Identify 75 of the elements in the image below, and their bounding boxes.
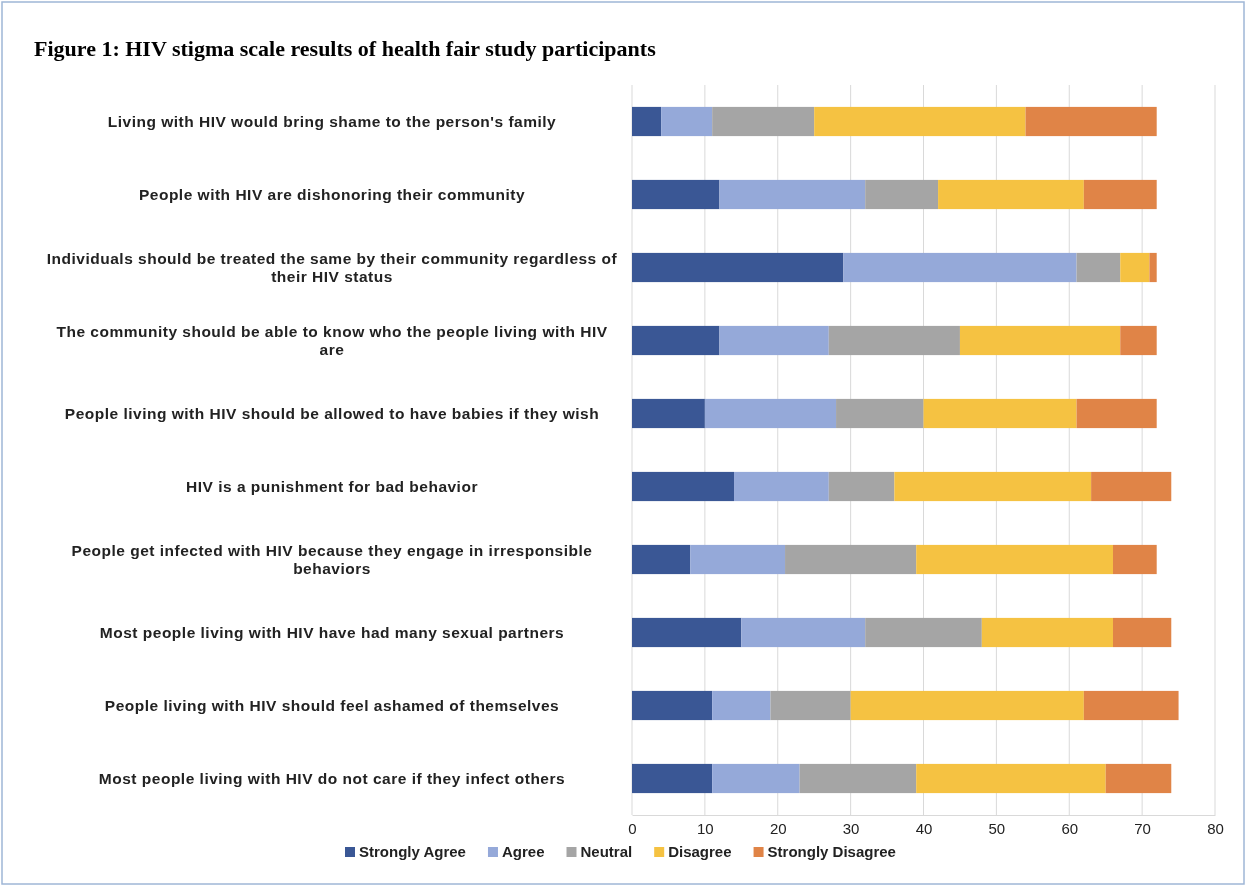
bar — [632, 471, 735, 502]
bar — [1120, 252, 1150, 283]
bar — [770, 690, 851, 721]
bar — [719, 325, 829, 356]
x-tick-label: 70 — [1134, 819, 1151, 837]
bar — [850, 690, 1084, 721]
bar — [1025, 106, 1157, 137]
y-tick-label: People living with HIV should feel ashamed of themselves — [104, 696, 560, 714]
x-tick-label: 0 — [628, 819, 637, 837]
x-tick-label: 30 — [842, 819, 860, 837]
bar — [632, 398, 705, 429]
bar — [938, 179, 1084, 210]
bar — [799, 763, 917, 794]
y-tick-label: HIV is a punishment for bad behavior — [186, 477, 478, 495]
bar — [843, 252, 1077, 283]
bar — [865, 617, 982, 648]
bar — [916, 763, 1106, 794]
x-tick-label: 20 — [769, 819, 787, 837]
bar — [1149, 252, 1157, 283]
bar — [836, 398, 924, 429]
text: Figure 1: HIV stigma scale results of health fair study participants — [34, 36, 657, 61]
y-tick-label: People get infected with HIV because they engage in irresponsible behaviors — [71, 541, 593, 577]
bar — [894, 471, 1092, 502]
bar — [741, 617, 866, 648]
x-tick-label: 80 — [1207, 819, 1224, 837]
bar — [828, 325, 960, 356]
bar — [1112, 544, 1157, 575]
bar — [916, 544, 1113, 575]
bar — [1083, 179, 1157, 210]
bar — [632, 763, 713, 794]
bar — [1105, 763, 1172, 794]
legend-label: Strongly Disagree — [767, 843, 896, 861]
bar — [981, 617, 1113, 648]
legend-label: Strongly Agree — [359, 843, 466, 861]
bar — [690, 544, 786, 575]
y-tick-label: Most people living with HIV do not care if they infect others — [98, 769, 566, 787]
bar — [632, 544, 691, 575]
y-tick-label: Individuals should be treated the same by their community regardless of their HIV status — [46, 249, 618, 285]
bar — [1076, 398, 1157, 429]
bar — [734, 471, 829, 502]
x-tick-label: 40 — [915, 819, 933, 837]
bar — [632, 617, 742, 648]
bar — [704, 398, 837, 429]
bar — [1120, 325, 1157, 356]
y-tick-label: Living with HIV would bring shame to the person's family — [107, 112, 557, 130]
bar — [719, 179, 866, 210]
bar — [632, 252, 844, 283]
bar — [828, 471, 895, 502]
legend-label: Agree — [501, 843, 545, 861]
bar — [959, 325, 1121, 356]
y-tick-label: People with HIV are dishonoring their community — [138, 185, 526, 203]
bar — [712, 690, 771, 721]
x-tick-label: 60 — [1061, 819, 1079, 837]
bar — [712, 763, 800, 794]
bar — [712, 106, 815, 137]
y-tick-label: People living with HIV should be allowed to have babies if they wish — [64, 404, 600, 422]
legend-label: Disagree — [668, 843, 732, 861]
bar — [1091, 471, 1172, 502]
bar — [785, 544, 917, 575]
bar — [1112, 617, 1172, 648]
bar — [632, 690, 713, 721]
bar — [1076, 252, 1121, 283]
bar — [865, 179, 939, 210]
bar — [632, 179, 720, 210]
legend-label: Neutral — [580, 843, 633, 861]
x-tick-label: 50 — [988, 819, 1006, 837]
bar — [1083, 690, 1179, 721]
bar — [661, 106, 713, 137]
bar — [814, 106, 1026, 137]
bar — [632, 106, 662, 137]
x-tick-label: 10 — [697, 819, 714, 837]
bar — [632, 325, 720, 356]
y-tick-label: The community should be able to know who the people living with HIV are — [56, 322, 608, 358]
y-tick-label: Most people living with HIV have had many sexual partners — [99, 623, 565, 641]
bar — [923, 398, 1077, 429]
